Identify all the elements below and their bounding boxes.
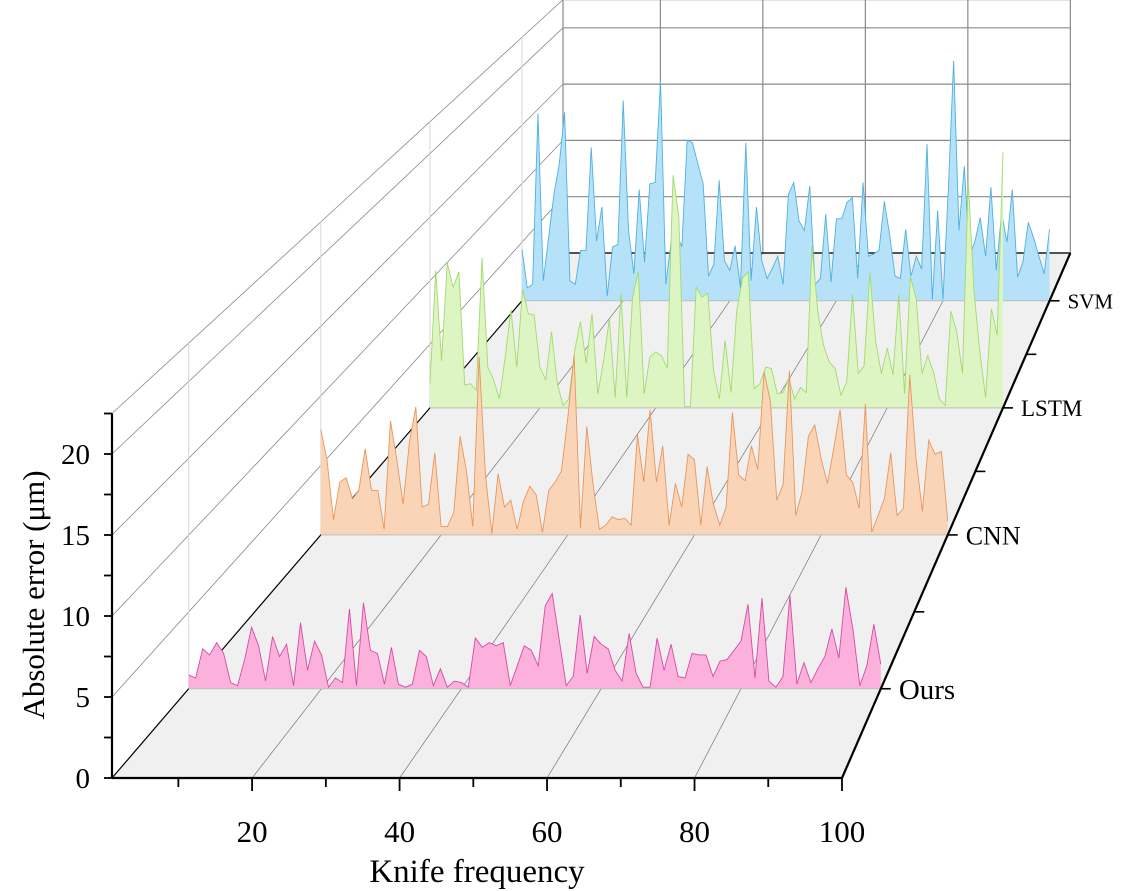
series-line-cnn xyxy=(320,355,949,534)
series-line-lstm xyxy=(429,152,1004,408)
x-tick-label: 100 xyxy=(819,814,866,849)
left-wall-gridline xyxy=(111,83,564,536)
left-wall-gridline xyxy=(111,140,564,617)
x-tick-label: 80 xyxy=(679,814,710,849)
z-tick-label: 0 xyxy=(76,763,91,795)
x-tick-label: 40 xyxy=(384,814,415,849)
depth-label-cnn: CNN xyxy=(966,521,1021,550)
y-axis-title: Absolute error (μm) xyxy=(16,470,51,719)
z-tick-label: 5 xyxy=(76,682,91,714)
depth-label-svm: SVM xyxy=(1068,289,1114,313)
series-lstm xyxy=(429,152,1004,409)
depth-label-lstm: LSTM xyxy=(1021,396,1082,421)
left-wall-gridline xyxy=(111,27,564,455)
series-ours xyxy=(188,587,882,690)
series-area-svm xyxy=(521,60,1050,301)
x-tick-label: 20 xyxy=(237,814,268,849)
z-tick-label: 10 xyxy=(61,601,90,633)
depth-label-ours: Ours xyxy=(899,674,955,706)
series-cnn xyxy=(320,355,949,536)
x-axis-title: Knife frequency xyxy=(369,854,585,890)
depth-axis-line xyxy=(840,252,1072,779)
series-svm xyxy=(521,60,1051,302)
axes-layer: 0 5 10 15 20 20 40 60 80 100 SVM LSTM CNN Ours xyxy=(61,252,1114,849)
series-area-ours xyxy=(188,587,881,689)
series-line-ours xyxy=(188,587,882,689)
series-layer xyxy=(188,60,1051,690)
left-wall-gridline xyxy=(111,0,564,414)
series-area-lstm xyxy=(429,152,1003,408)
z-tick-label: 15 xyxy=(61,520,90,552)
left-wall-gridline xyxy=(111,196,564,698)
series-line-svm xyxy=(521,60,1051,300)
z-tick-label: 20 xyxy=(61,439,90,471)
x-tick-label: 60 xyxy=(532,814,563,849)
